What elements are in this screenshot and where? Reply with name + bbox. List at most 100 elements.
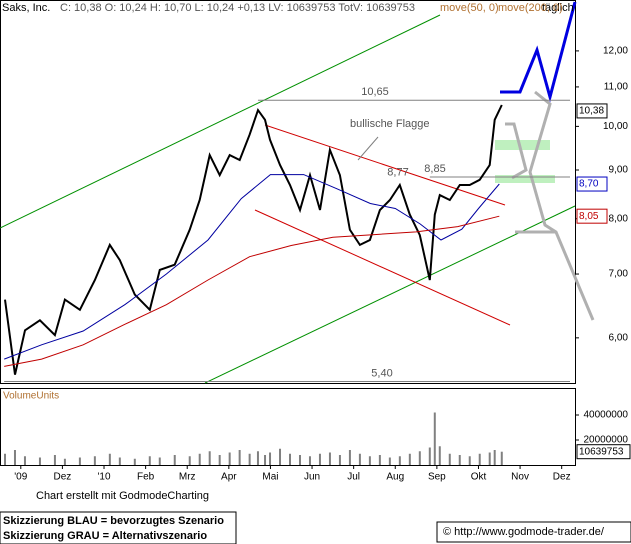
- volume-bar: [256, 451, 259, 465]
- price-label: 10,38: [579, 106, 604, 117]
- volume-bar: [78, 457, 81, 465]
- x-tick-label: Okt: [471, 472, 487, 483]
- volume-bar: [468, 456, 471, 465]
- volume-tick-label: 40000000: [584, 410, 629, 421]
- y-tick-label: 11,00: [604, 82, 629, 93]
- level-label: 5,40: [371, 367, 392, 379]
- price-frame: [0, 0, 576, 384]
- volume-bar: [63, 458, 66, 465]
- price-label-box: [576, 176, 608, 192]
- x-tick-label: Mai: [262, 472, 278, 483]
- volume-bar: [493, 450, 496, 465]
- x-tick-label: '10: [97, 472, 110, 483]
- zone: [495, 140, 550, 150]
- scenario-gray: [528, 90, 595, 321]
- volume-bar: [358, 453, 361, 465]
- volume-bar: [338, 455, 341, 465]
- level-label: 8,77: [387, 167, 408, 179]
- scenario-blue: [500, 1, 577, 103]
- level-label: 8,85: [424, 163, 445, 175]
- volume-bar: [328, 452, 331, 465]
- volume-bar: [478, 453, 481, 465]
- volume-bar: [108, 453, 111, 465]
- volume-last-box: [576, 444, 631, 460]
- x-tick-label: Sep: [428, 472, 446, 483]
- volume-bar: [133, 458, 136, 465]
- moving-average: [4, 174, 500, 360]
- volume-bar: [264, 455, 267, 465]
- volume-bar: [208, 451, 211, 465]
- price-label: 8,05: [579, 211, 599, 222]
- volume-bar: [288, 453, 291, 465]
- volume-bar: [158, 457, 161, 465]
- note: Skizzierung GRAU = Alternativszenario: [3, 530, 207, 542]
- volume-bar: [318, 453, 321, 465]
- chart-title: Saks, Inc.: [2, 2, 50, 14]
- y-tick-label: 7,00: [609, 269, 629, 280]
- moving-average: [4, 215, 500, 367]
- volume-bar: [279, 448, 282, 465]
- volume-bar: [500, 451, 503, 465]
- price-line: [4, 104, 503, 375]
- volume-bar: [398, 456, 401, 465]
- x-tick-label: '09: [14, 472, 27, 483]
- y-tick-label: 9,00: [609, 165, 629, 176]
- volume-tick-label: 20000000: [584, 435, 629, 446]
- volume-bar: [118, 457, 121, 465]
- period: täglich: [542, 2, 574, 14]
- volume-bar: [198, 453, 201, 465]
- volume-bar: [3, 453, 6, 465]
- x-tick-label: Aug: [386, 472, 404, 483]
- volume-frame: [0, 388, 576, 466]
- volume-bar: [53, 455, 56, 465]
- volume-bar: [408, 453, 411, 465]
- x-tick-label: Jun: [304, 472, 320, 483]
- channel-top: [0, 14, 441, 229]
- annotation-arrow: [357, 136, 379, 161]
- x-tick-label: Dez: [54, 472, 72, 483]
- x-tick-label: Mrz: [179, 472, 196, 483]
- volume-bar: [248, 453, 251, 465]
- zone: [495, 175, 555, 183]
- legend-entry: move(50, 0): [440, 2, 499, 14]
- volume-bar: [378, 455, 381, 465]
- volume-bar: [438, 446, 441, 465]
- y-tick-label: 10,00: [603, 121, 628, 132]
- volume-bar: [368, 456, 371, 465]
- volume-bar: [173, 455, 176, 465]
- volume-bar: [13, 450, 16, 465]
- price-label: 8,70: [579, 179, 599, 190]
- volume-bar: [388, 457, 391, 465]
- volume-bar: [418, 451, 421, 465]
- volume-bar: [433, 412, 436, 465]
- flag-bottom: [254, 209, 511, 326]
- volume-bar: [238, 450, 241, 465]
- volume-bar: [488, 452, 491, 465]
- volume-bar: [269, 452, 272, 465]
- x-tick-label: Dez: [553, 472, 571, 483]
- volume-bar: [448, 453, 451, 465]
- annotation: bullische Flagge: [350, 118, 430, 130]
- y-tick-label: 8,00: [609, 213, 629, 224]
- url-box: [436, 521, 631, 543]
- price-label-box: [576, 208, 608, 224]
- volume-bar: [228, 452, 231, 465]
- subtitle: C: 10,38 O: 10,24 H: 10,70 L: 10,24 +0,1…: [60, 2, 415, 14]
- volume-bar: [38, 457, 41, 465]
- volume-bar: [298, 455, 301, 465]
- price-label-box: [576, 103, 608, 119]
- y-tick-label: 12,00: [603, 46, 628, 57]
- volume-bar: [93, 456, 96, 465]
- x-tick-label: Feb: [137, 472, 155, 483]
- legend-entry: move(200, 0): [498, 2, 563, 14]
- volume-bar: [23, 456, 26, 465]
- notes-box: [0, 511, 237, 544]
- x-tick-label: Nov: [511, 472, 529, 483]
- volume-bar: [218, 455, 221, 465]
- volume-bar: [148, 456, 151, 465]
- credit: Chart erstellt mit GodmodeCharting: [36, 490, 209, 502]
- volume-bar: [188, 456, 191, 465]
- channel-bottom: [204, 205, 576, 384]
